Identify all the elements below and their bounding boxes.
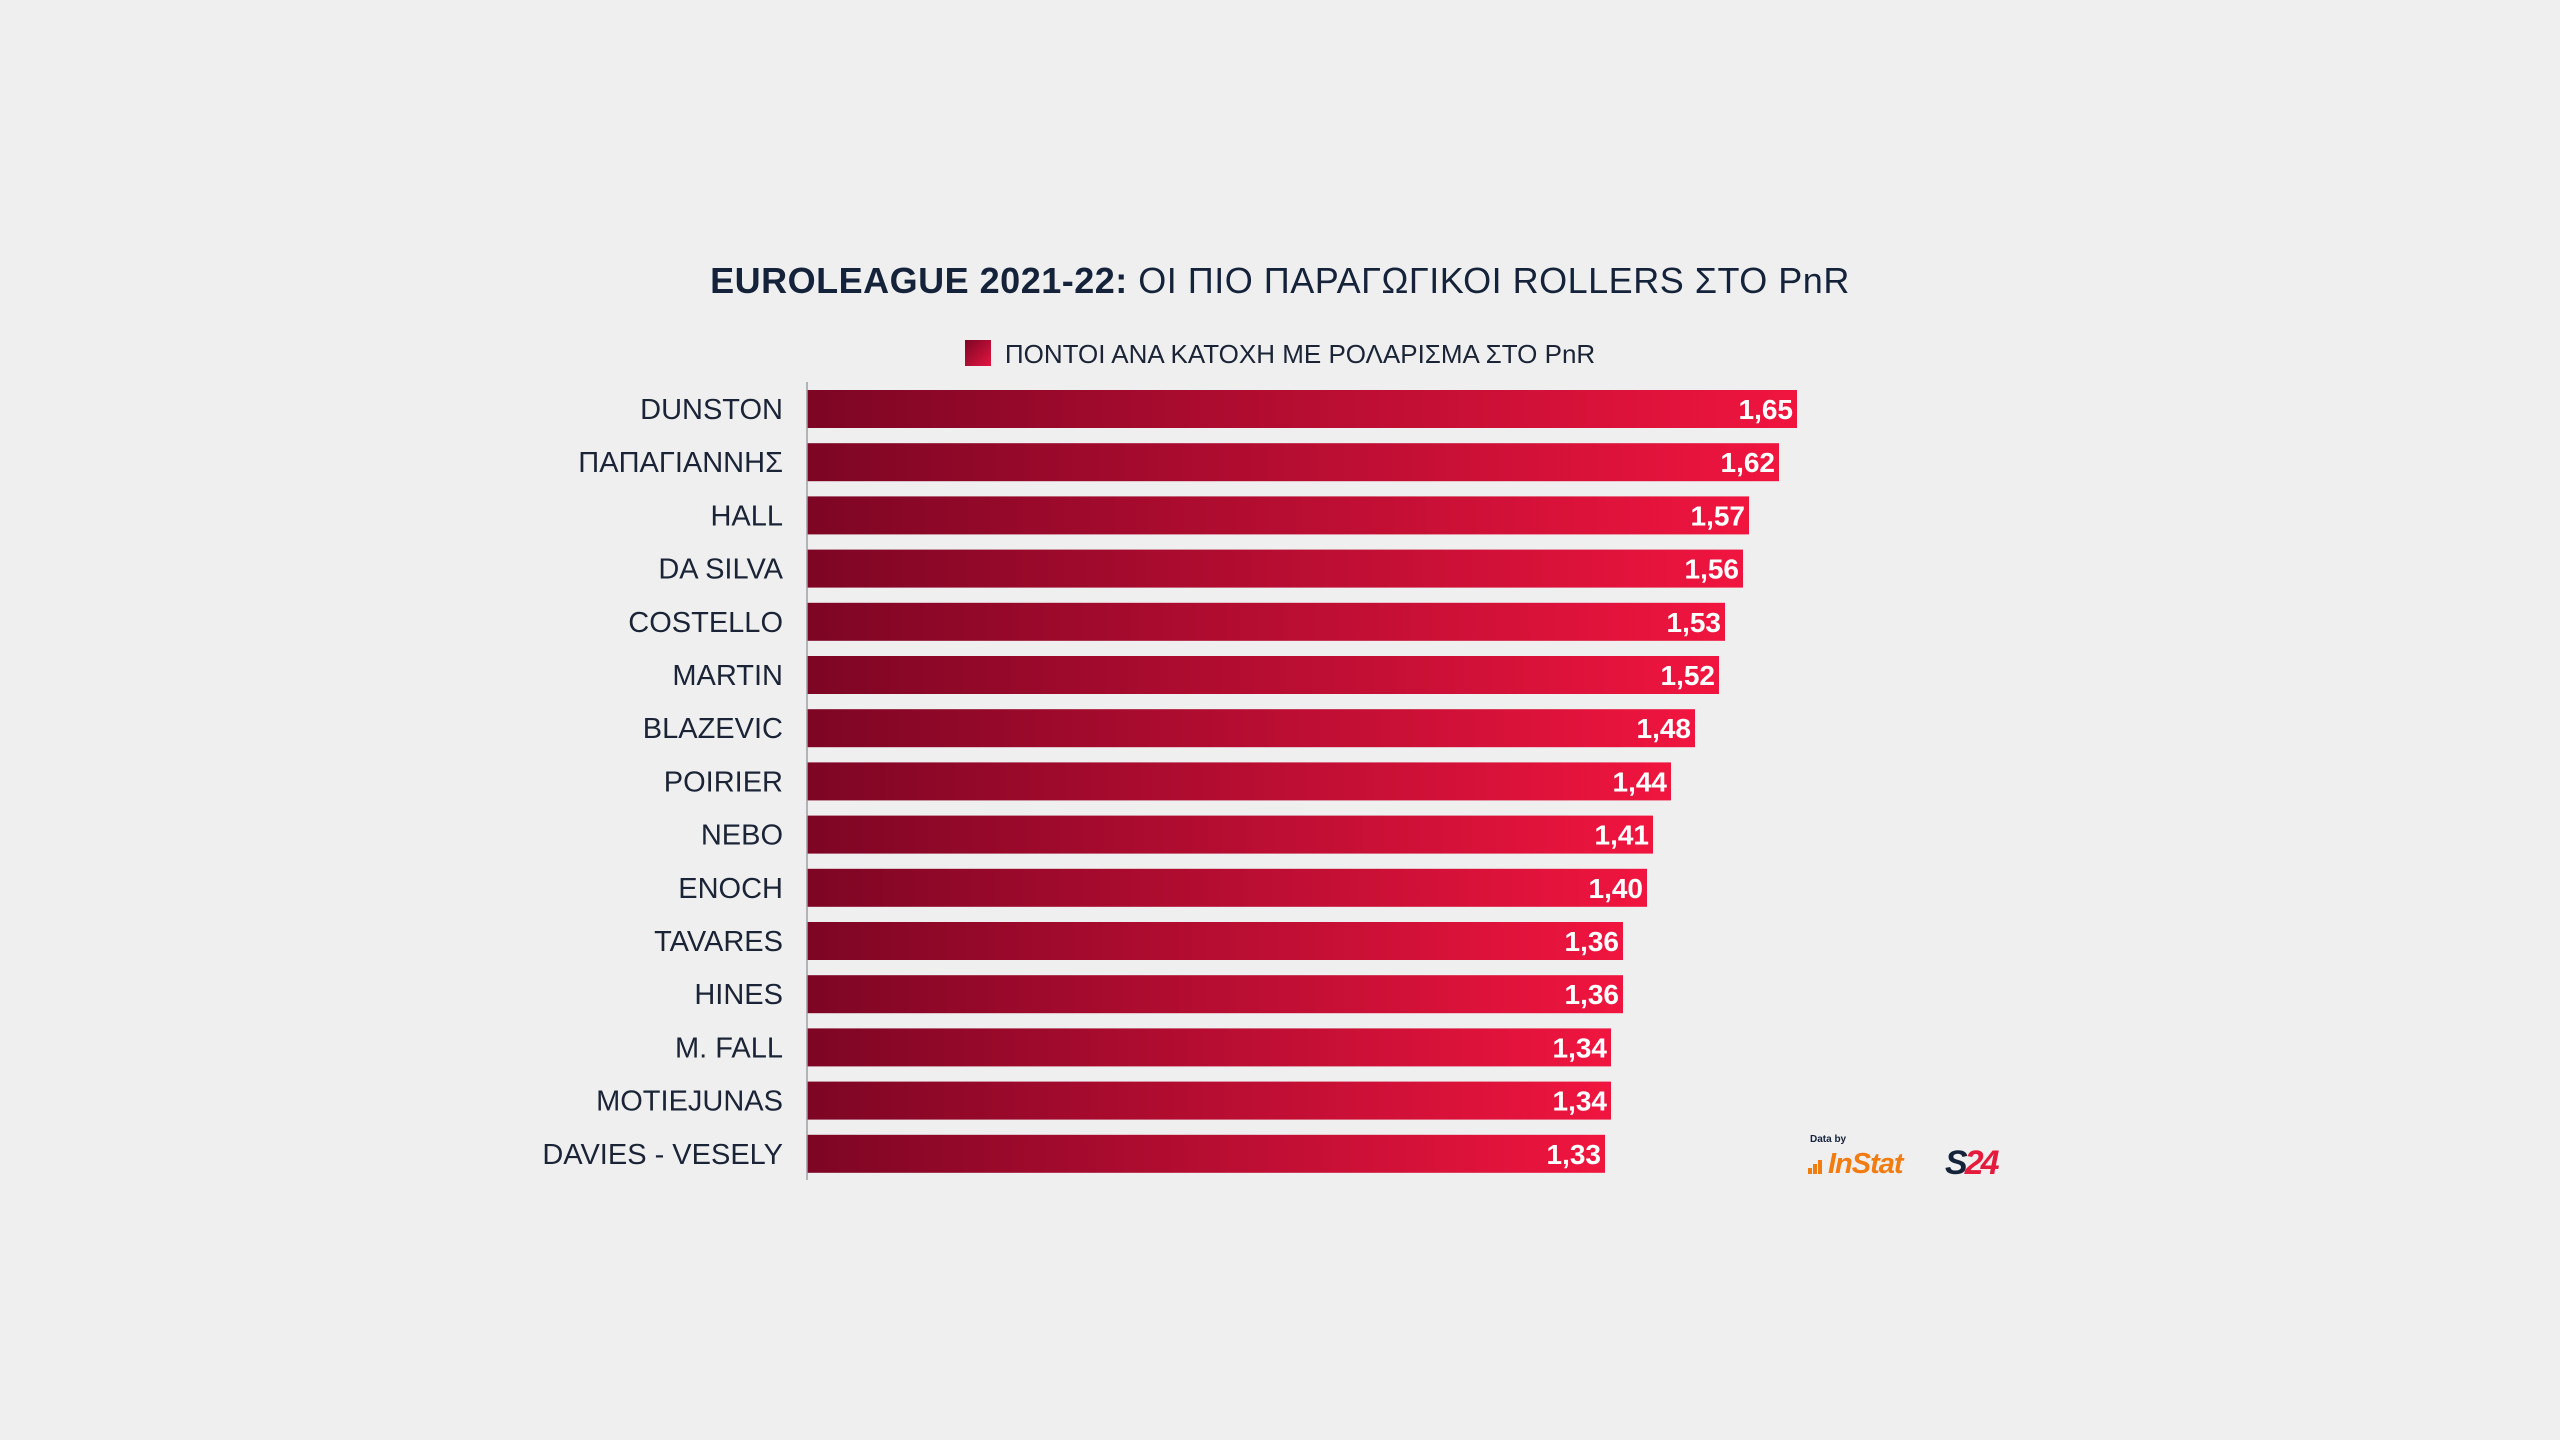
category-label: DUNSTON: [640, 394, 783, 426]
value-label: 1,57: [1691, 500, 1746, 531]
category-label: MARTIN: [672, 660, 783, 692]
value-label: 1,48: [1637, 713, 1692, 744]
category-label: BLAZEVIC: [643, 713, 783, 745]
bar: [807, 868, 1647, 907]
category-label: NEBO: [701, 820, 783, 852]
legend: ΠΟΝΤΟΙ ΑΝΑ ΚΑΤΟΧΗ ΜΕ ΡΟΛΑΡΙΣΜΑ ΣΤΟ PnR: [0, 336, 2560, 372]
bar: [807, 1134, 1605, 1173]
legend-label: ΠΟΝΤΟΙ ΑΝΑ ΚΑΤΟΧΗ ΜΕ ΡΟΛΑΡΙΣΜΑ ΣΤΟ PnR: [1004, 339, 1596, 369]
instat-bars-icon: [1808, 1158, 1828, 1174]
category-label: DAVIES - VESELY: [542, 1139, 783, 1171]
data-credits: Data by InStat S24: [1808, 1134, 2038, 1184]
chart-title: EUROLEAGUE 2021-22: ΟΙ ΠΙΟ ΠΑΡΑΓΩΓΙΚΟΙ R…: [0, 256, 2560, 306]
bar: [807, 1028, 1611, 1067]
chart-title-rest: ΟΙ ΠΙΟ ΠΑΡΑΓΩΓΙΚΟΙ ROLLERS ΣΤΟ PnR: [1127, 260, 1850, 301]
bars-layer: DUNSTON 1,65 ΠΑΠΑΓΙΑΝΝΗΣ 1,62 HALL 1,57 DA SIL…: [542, 390, 1797, 1173]
data-by-label: Data by: [1810, 1134, 1847, 1145]
value-label: 1,52: [1661, 660, 1716, 691]
value-label: 1,36: [1565, 979, 1620, 1010]
value-label: 1,40: [1589, 873, 1644, 904]
bar: [807, 709, 1695, 748]
s24-logo-number: 24: [1964, 1144, 2000, 1182]
category-label: COSTELLO: [628, 607, 783, 639]
bar: [807, 922, 1623, 960]
bar: [807, 815, 1653, 854]
value-label: 1,53: [1667, 607, 1722, 638]
instat-wordmark: InStat: [1828, 1148, 1904, 1180]
category-label: HINES: [694, 979, 783, 1011]
chart-title-bold: EUROLEAGUE 2021-22:: [710, 260, 1128, 301]
bar: [807, 762, 1671, 801]
value-label: 1,56: [1685, 554, 1740, 585]
category-label: ΠΑΠΑΓΙΑΝΝΗΣ: [578, 447, 783, 479]
category-label: POIRIER: [664, 766, 783, 798]
bar: [807, 656, 1719, 694]
category-label: HALL: [710, 500, 783, 532]
value-label: 1,34: [1553, 1032, 1608, 1063]
bar: [807, 975, 1623, 1014]
value-label: 1,65: [1739, 394, 1794, 425]
category-label: TAVARES: [654, 926, 783, 958]
category-label: MOTIEJUNAS: [596, 1086, 783, 1118]
bar: [807, 1081, 1611, 1120]
bar: [807, 549, 1743, 588]
s24-logo-s: S: [1945, 1144, 1968, 1182]
category-label: ENOCH: [678, 873, 783, 905]
value-label: 1,33: [1547, 1139, 1602, 1170]
value-label: 1,36: [1565, 926, 1620, 957]
s24-logo: S24: [1945, 1144, 2000, 1182]
value-label: 1,62: [1721, 447, 1776, 478]
category-label: DA SILVA: [658, 554, 783, 586]
value-label: 1,44: [1613, 766, 1668, 797]
bar: [807, 390, 1797, 428]
category-label: M. FALL: [675, 1032, 783, 1064]
bar: [807, 443, 1779, 482]
bar: [807, 602, 1725, 641]
value-label: 1,34: [1553, 1086, 1608, 1117]
bar: [807, 496, 1749, 535]
legend-swatch: [964, 340, 991, 366]
value-label: 1,41: [1595, 820, 1650, 851]
